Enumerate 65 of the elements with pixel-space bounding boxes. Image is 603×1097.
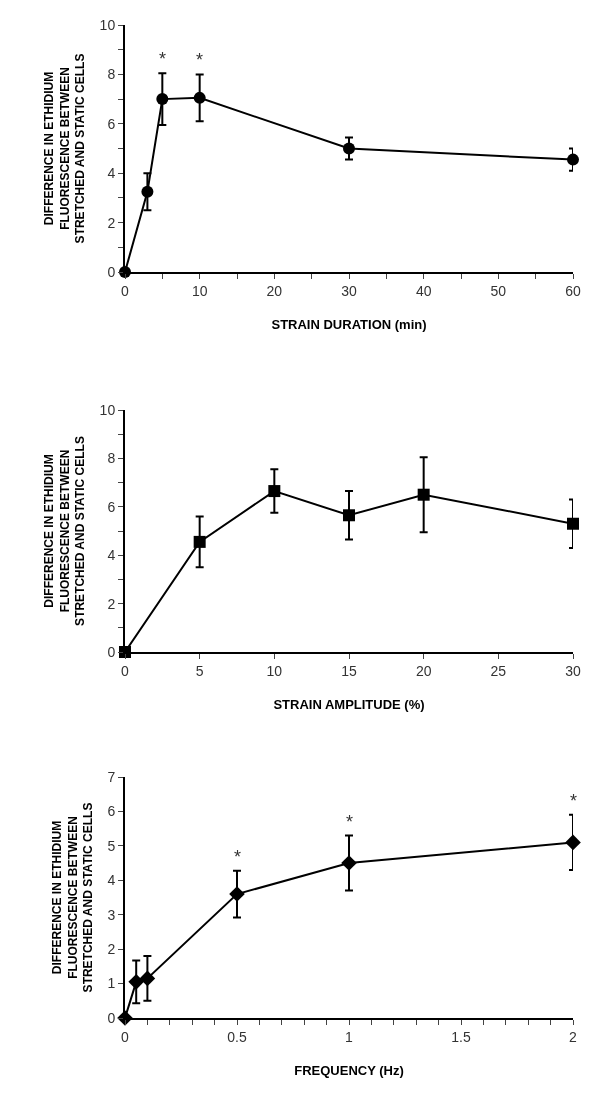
point bbox=[268, 485, 281, 498]
y-axis-title: DIFFERENCE IN ETHIDIUM FLUORESCENCE BETWEEN STRETCHED AND STATIC CELLS bbox=[50, 802, 96, 993]
point bbox=[139, 970, 156, 987]
point bbox=[128, 974, 144, 990]
x-tick-label: 60 bbox=[565, 282, 581, 299]
point bbox=[141, 185, 154, 198]
y-tick-label: 0 bbox=[107, 643, 116, 660]
y-tick-label: 7 bbox=[107, 768, 116, 785]
y-tick-label: 0 bbox=[107, 263, 116, 280]
annotation: * bbox=[159, 49, 167, 69]
y-tick-label: 6 bbox=[107, 803, 116, 820]
x-tick-label: 20 bbox=[415, 662, 432, 679]
x-tick-label: 2 bbox=[569, 1028, 578, 1045]
point bbox=[417, 488, 430, 501]
point bbox=[567, 517, 579, 530]
x-tick-label: 0 bbox=[121, 1028, 130, 1045]
y-tick-label: 4 bbox=[107, 547, 116, 564]
x-axis-title: FREQUENCY (Hz) bbox=[294, 1062, 404, 1078]
x-tick-label: 5 bbox=[195, 662, 204, 679]
y-tick-label: 2 bbox=[107, 214, 116, 231]
x-axis-title: STRAIN DURATION (min) bbox=[271, 316, 427, 332]
point bbox=[193, 91, 206, 104]
point bbox=[343, 509, 355, 522]
x-tick-label: 1 bbox=[345, 1028, 354, 1045]
x-tick-label: 0 bbox=[121, 662, 130, 679]
annotation: * bbox=[570, 791, 578, 811]
x-tick-label: 10 bbox=[191, 282, 208, 299]
y-tick-label: 10 bbox=[99, 401, 116, 418]
x-tick-label: 40 bbox=[415, 282, 432, 299]
x-axis-title: STRAIN AMPLITUDE (%) bbox=[273, 696, 425, 712]
y-axis-title: DIFFERENCE IN ETHIDIUM FLUORESCENCE BETWEEN STRETCHED AND STATIC CELLS bbox=[42, 53, 88, 244]
y-axis-title: DIFFERENCE IN ETHIDIUM FLUORESCENCE BETWEEN STRETCHED AND STATIC CELLS bbox=[42, 436, 88, 626]
x-tick-label: 0 bbox=[121, 282, 130, 299]
annotation: * bbox=[196, 50, 204, 70]
point bbox=[341, 855, 357, 871]
y-tick-label: 2 bbox=[107, 941, 116, 958]
x-tick-label: 30 bbox=[341, 282, 357, 299]
y-tick-label: 4 bbox=[107, 165, 116, 182]
x-tick-label: 1.5 bbox=[451, 1028, 471, 1045]
x-tick-label: 0.5 bbox=[227, 1028, 247, 1045]
x-tick-label: 25 bbox=[490, 662, 507, 679]
point bbox=[565, 834, 581, 851]
point bbox=[193, 535, 206, 548]
point bbox=[567, 153, 579, 166]
y-tick-label: 10 bbox=[99, 16, 116, 33]
point bbox=[229, 886, 245, 902]
y-tick-label: 4 bbox=[107, 872, 116, 889]
y-tick-label: 2 bbox=[107, 595, 116, 612]
y-tick-label: 8 bbox=[107, 66, 116, 83]
x-tick-label: 50 bbox=[490, 282, 507, 299]
annotation: * bbox=[234, 847, 242, 867]
x-tick-label: 15 bbox=[341, 662, 357, 679]
y-tick-label: 3 bbox=[107, 906, 116, 923]
point bbox=[343, 142, 355, 155]
y-tick-label: 5 bbox=[107, 837, 116, 854]
x-tick-label: 20 bbox=[266, 282, 283, 299]
y-tick-label: 8 bbox=[107, 450, 116, 467]
y-tick-label: 0 bbox=[107, 1009, 116, 1026]
y-tick-label: 6 bbox=[107, 115, 116, 132]
y-tick-label: 1 bbox=[107, 975, 116, 992]
point bbox=[156, 93, 169, 106]
y-tick-label: 6 bbox=[107, 498, 116, 515]
x-tick-label: 10 bbox=[266, 662, 283, 679]
annotation: * bbox=[346, 812, 354, 832]
x-tick-label: 30 bbox=[565, 662, 581, 679]
